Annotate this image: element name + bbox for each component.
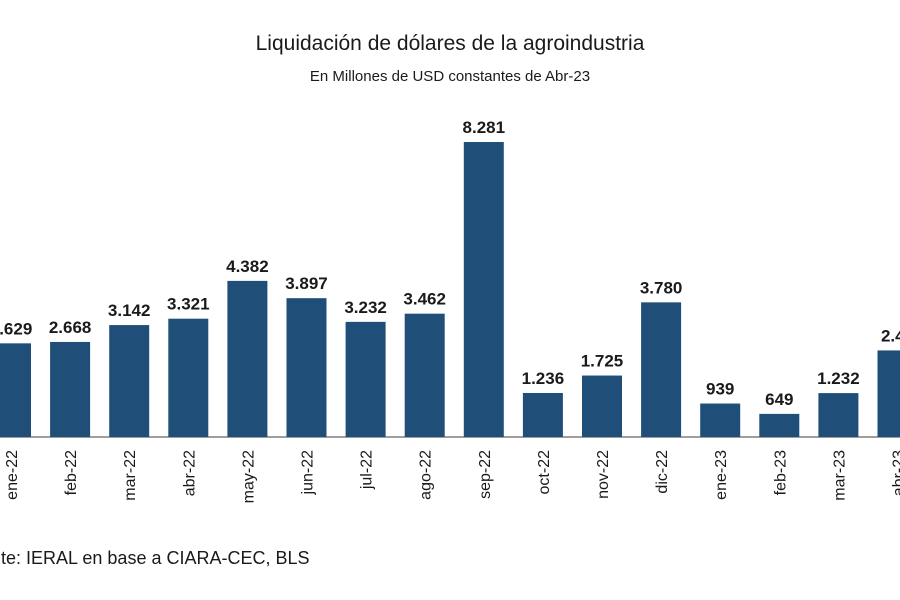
x-tick-label: abr-22 — [181, 450, 198, 496]
bar-oct-22 — [522, 392, 563, 437]
x-tick-label: mar-22 — [122, 450, 139, 501]
data-label: 8.281 — [463, 118, 506, 137]
data-label: 3.462 — [403, 290, 446, 309]
data-label: 2.43 — [881, 326, 900, 345]
bar-ene-22 — [0, 343, 31, 437]
data-label: 3.232 — [344, 298, 387, 317]
data-label: 3.321 — [167, 295, 210, 314]
chart-title: Liquidación de dólares de la agroindustr… — [255, 32, 645, 55]
bar-mar-22 — [109, 325, 150, 437]
x-tick-label: jun-22 — [300, 450, 317, 496]
x-tick-label: nov-22 — [595, 450, 612, 499]
chart-subtitle: En Millones de USD constantes de Abr-23 — [309, 68, 591, 85]
x-tick-label: ene-23 — [713, 450, 730, 500]
data-label: 2.629 — [0, 319, 32, 338]
bar-feb-22 — [50, 341, 91, 437]
bar-jun-22 — [286, 298, 327, 437]
x-tick-label: oct-22 — [536, 450, 553, 495]
x-tick-label: feb-23 — [772, 450, 789, 495]
x-tick-label: dic-22 — [654, 450, 671, 494]
x-tick-label: feb-22 — [63, 450, 80, 495]
bar-abr-23 — [877, 350, 900, 437]
bar-abr-22 — [168, 318, 209, 437]
bar-feb-23 — [759, 413, 800, 437]
x-tick-label: abr-23 — [891, 450, 900, 496]
data-label: 4.382 — [226, 257, 269, 276]
bar-ago-22 — [404, 313, 445, 437]
bar-sep-22 — [463, 142, 504, 437]
data-label: 939 — [706, 380, 734, 399]
data-label: 3.142 — [108, 301, 151, 320]
data-label: 1.236 — [522, 369, 565, 388]
bar-mar-23 — [818, 393, 859, 437]
data-label: 3.780 — [640, 278, 683, 297]
x-tick-label: ago-22 — [418, 450, 435, 500]
data-label: 3.897 — [285, 274, 328, 293]
bar-nov-22 — [582, 375, 622, 437]
bar-dic-22 — [641, 302, 682, 437]
x-tick-label: ene-22 — [4, 450, 21, 500]
x-tick-label: sep-22 — [477, 450, 494, 499]
source-note: Fuente: IERAL en base a CIARA-CEC, BLS — [0, 548, 310, 568]
x-tick-label: jul-22 — [359, 450, 376, 490]
bar-may-22 — [227, 280, 268, 437]
x-tick-label: mar-23 — [831, 450, 848, 501]
data-label: 2.668 — [49, 318, 92, 337]
data-label: 1.232 — [817, 369, 860, 388]
bar-ene-23 — [700, 403, 741, 437]
data-label: 1.725 — [581, 352, 624, 371]
data-label: 649 — [765, 390, 793, 409]
bar-jul-22 — [345, 321, 386, 437]
x-tick-label: may-22 — [240, 450, 257, 503]
